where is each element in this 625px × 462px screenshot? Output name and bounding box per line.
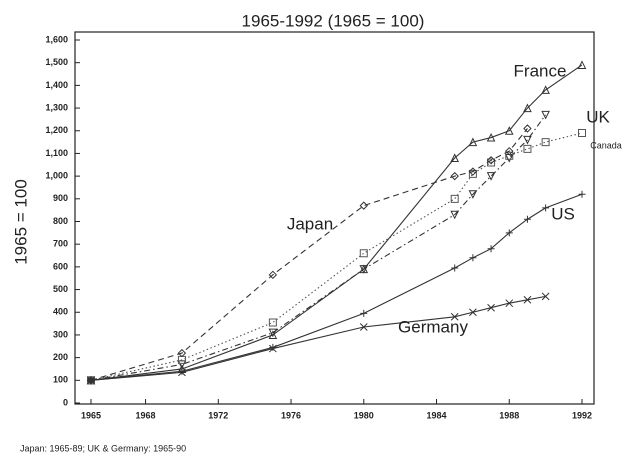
marker — [450, 171, 459, 181]
marker — [450, 194, 459, 203]
series-label: Germany — [398, 317, 468, 336]
marker — [505, 146, 514, 156]
marker — [177, 348, 187, 358]
y-tick-label: 0 — [63, 397, 68, 407]
marker — [541, 110, 550, 120]
marker — [269, 343, 277, 351]
marker — [523, 135, 532, 145]
marker — [268, 318, 277, 327]
marker — [486, 132, 496, 142]
series-line — [90, 64, 583, 381]
y-tick-label: 1,600 — [45, 34, 68, 44]
marker — [523, 103, 532, 113]
series-line — [90, 132, 583, 381]
marker — [487, 303, 495, 312]
x-tick-label: 1992 — [572, 410, 592, 420]
chart-title: 1965-1992 (1965 = 100) — [242, 11, 425, 30]
marker — [523, 295, 532, 304]
marker — [541, 138, 550, 147]
y-tick-label: 300 — [53, 329, 68, 339]
x-tick-label: 1968 — [136, 410, 156, 420]
y-tick-label: 200 — [53, 352, 68, 362]
y-tick-label: 500 — [53, 284, 68, 294]
marker — [523, 124, 532, 133]
marker — [505, 299, 514, 308]
x-tick-label: 1980 — [354, 410, 374, 420]
marker — [578, 129, 586, 138]
marker — [486, 172, 496, 181]
marker — [359, 201, 368, 210]
plot-frame — [74, 31, 595, 405]
marker — [468, 190, 478, 199]
marker — [268, 328, 278, 338]
marker — [177, 355, 186, 364]
marker — [469, 308, 477, 317]
y-tick-label: 100 — [53, 375, 68, 385]
marker — [87, 376, 95, 385]
marker — [450, 210, 460, 220]
series-line — [90, 193, 583, 381]
marker — [359, 249, 368, 258]
y-axis-label: 1965 = 100 — [11, 179, 30, 265]
y-tick-label: 1,200 — [45, 125, 68, 135]
marker — [468, 137, 478, 147]
series-label: Canada — [590, 140, 622, 150]
x-tick-label: 1976 — [281, 410, 301, 420]
series-label: US — [551, 204, 575, 223]
marker — [505, 229, 513, 237]
x-tick-label: 1988 — [499, 410, 519, 420]
marker — [177, 360, 187, 370]
y-tick-label: 1,500 — [45, 57, 68, 67]
marker — [178, 368, 186, 377]
series-line — [90, 128, 528, 381]
x-tick-label: 1972 — [208, 410, 228, 420]
y-tick-label: 1,300 — [45, 102, 68, 112]
y-tick-label: 700 — [53, 239, 68, 249]
y-tick-label: 1,000 — [45, 171, 68, 181]
marker — [360, 309, 368, 317]
marker — [487, 158, 496, 167]
marker — [268, 330, 278, 339]
y-tick-label: 600 — [53, 261, 68, 271]
series-label: UK — [586, 107, 610, 126]
marker — [359, 265, 369, 274]
marker — [541, 85, 550, 94]
marker — [504, 153, 514, 163]
marker — [268, 270, 278, 280]
marker — [505, 151, 514, 160]
footnote: Japan: 1965-89; UK & Germany: 1965-90 — [20, 443, 186, 453]
marker — [468, 167, 478, 176]
y-tick-label: 900 — [53, 193, 68, 203]
series-label: Japan — [287, 214, 333, 233]
marker — [577, 60, 587, 69]
x-tick-label: 1984 — [427, 410, 447, 420]
y-tick-label: 400 — [53, 307, 68, 317]
marker — [486, 156, 496, 165]
marker — [523, 144, 532, 153]
y-tick-label: 1,400 — [45, 80, 68, 90]
series-line — [90, 295, 546, 381]
marker — [541, 292, 550, 301]
marker — [578, 190, 586, 198]
marker — [451, 264, 459, 272]
x-tick-label: 1965 — [81, 410, 101, 420]
marker — [268, 344, 277, 353]
y-tick-label: 1,100 — [45, 148, 68, 158]
series-label: France — [514, 61, 567, 80]
marker — [542, 204, 550, 212]
marker — [450, 153, 460, 162]
marker — [469, 254, 477, 262]
marker — [450, 312, 459, 321]
marker — [504, 126, 514, 135]
marker — [523, 215, 531, 223]
series-line — [90, 114, 547, 381]
marker — [487, 245, 495, 253]
y-tick-label: 800 — [53, 216, 68, 226]
marker — [359, 323, 368, 331]
